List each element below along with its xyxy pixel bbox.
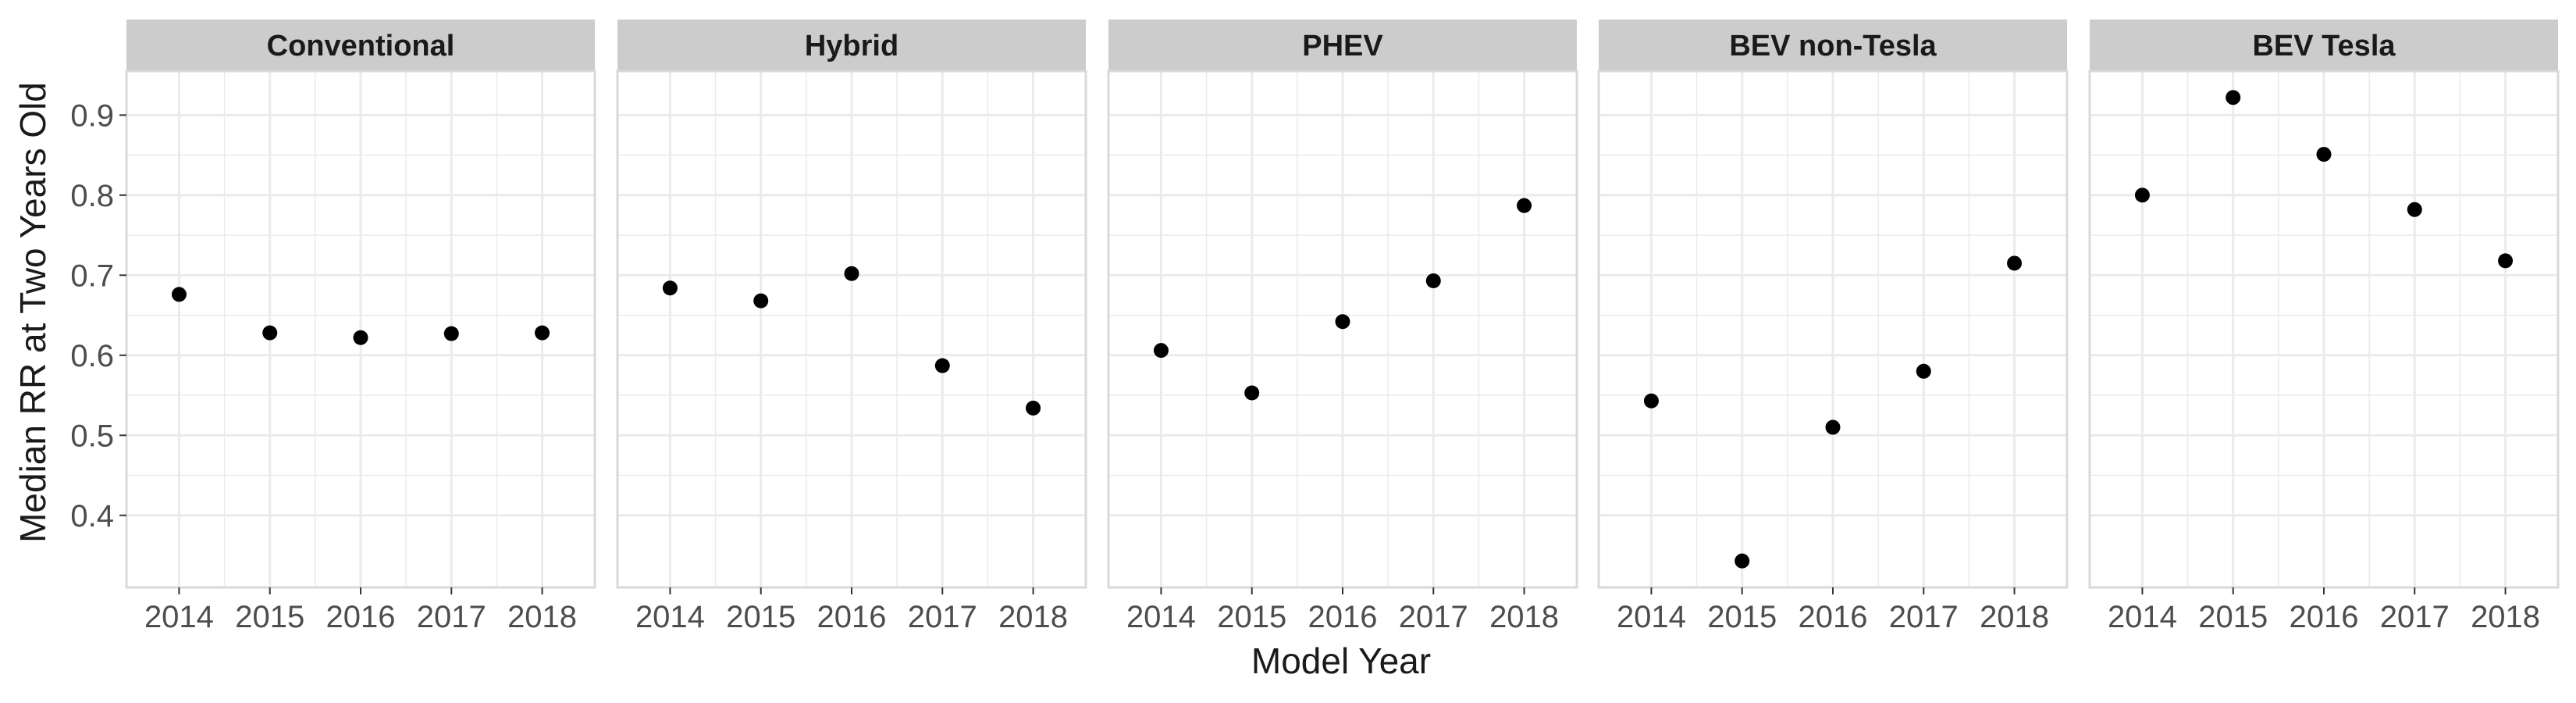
data-point [1153, 343, 1169, 359]
facet-panel: BEV non-Tesla 2014 2015 2016 2017 2018 [1597, 20, 2069, 634]
facet-strip [2090, 20, 2558, 71]
data-point [934, 358, 950, 373]
facet-panel: BEV Tesla 2014 2015 2016 2017 2018 [2088, 20, 2560, 634]
y-tick-label: 0.4 [70, 499, 114, 533]
x-tick-label: 2015 [2198, 600, 2268, 634]
data-point [535, 325, 550, 341]
x-tick-label: 2017 [908, 600, 977, 634]
data-point [1735, 553, 1750, 569]
data-point [1916, 363, 1931, 379]
x-tick-label: 2014 [144, 600, 214, 634]
facet-panel: Conventional 2014 2015 2016 2017 2018 [125, 20, 596, 634]
x-tick-label: 2017 [1889, 600, 1959, 634]
y-tick-label: 0.7 [70, 259, 114, 293]
data-point [2316, 147, 2332, 162]
facet-strip-label: Hybrid [805, 30, 898, 62]
data-point [844, 266, 859, 281]
x-tick-label: 2015 [1217, 600, 1286, 634]
x-tick-label: 2014 [635, 600, 705, 634]
y-tick-label: 0.8 [70, 179, 114, 213]
x-tick-label: 2015 [1707, 600, 1777, 634]
data-point [443, 326, 459, 341]
x-tick-label: 2014 [2108, 600, 2177, 634]
facet-strip-label: PHEV [1302, 30, 1383, 62]
data-point [753, 293, 769, 309]
y-axis-title: Median RR at Two Years Old [12, 82, 53, 543]
data-point [1517, 198, 1532, 213]
data-point [2007, 255, 2023, 271]
x-tick-label: 2016 [1308, 600, 1378, 634]
y-tick-label: 0.5 [70, 419, 114, 453]
panels-layer: Conventional 2014 2015 2016 2017 2018 Hybrid 20… [125, 20, 2560, 634]
data-point [1244, 385, 1260, 401]
data-point [2226, 90, 2241, 105]
x-tick-label: 2018 [507, 600, 577, 634]
x-tick-label: 2018 [998, 600, 1068, 634]
y-tick-label: 0.9 [70, 98, 114, 133]
facet-strip [1108, 20, 1577, 71]
facet-strip [1599, 20, 2067, 71]
x-tick-label: 2018 [1980, 600, 2049, 634]
data-point [1825, 419, 1841, 435]
x-tick-label: 2017 [1399, 600, 1468, 634]
data-point [2498, 253, 2514, 269]
y-tick-label: 0.6 [70, 339, 114, 373]
data-point [1335, 314, 1350, 330]
x-tick-label: 2017 [2380, 600, 2450, 634]
data-point [1643, 393, 1659, 409]
x-tick-label: 2016 [326, 600, 396, 634]
facet-strip-label: BEV non-Tesla [1729, 30, 1937, 62]
data-point [1425, 273, 1441, 288]
x-tick-label: 2015 [726, 600, 795, 634]
data-point [2407, 202, 2422, 217]
facet-strip-label: Conventional [267, 30, 455, 62]
data-point [1026, 400, 1041, 416]
x-tick-label: 2014 [1617, 600, 1686, 634]
x-tick-label: 2016 [817, 600, 887, 634]
y-axis: 0.4 0.5 0.6 0.7 0.8 0.9 [70, 98, 126, 533]
data-point [262, 325, 278, 341]
x-tick-label: 2014 [1126, 600, 1196, 634]
x-axis-title: Model Year [1251, 641, 1431, 681]
x-tick-label: 2015 [235, 600, 304, 634]
data-point [171, 287, 187, 302]
facet-panel: Hybrid 2014 2015 2016 2017 2018 [616, 20, 1087, 634]
data-point [662, 280, 678, 296]
data-point [2134, 187, 2150, 203]
facet-strip [126, 20, 595, 71]
facet-strip [617, 20, 1086, 71]
facet-strip-label: BEV Tesla [2252, 30, 2396, 62]
x-tick-label: 2017 [417, 600, 486, 634]
data-point [353, 330, 368, 345]
x-tick-label: 2016 [1799, 600, 1868, 634]
facet-panel: PHEV 2014 2015 2016 2017 2018 [1107, 20, 1578, 634]
x-tick-label: 2018 [2471, 600, 2540, 634]
x-tick-label: 2018 [1489, 600, 1559, 634]
x-tick-label: 2016 [2290, 600, 2359, 634]
